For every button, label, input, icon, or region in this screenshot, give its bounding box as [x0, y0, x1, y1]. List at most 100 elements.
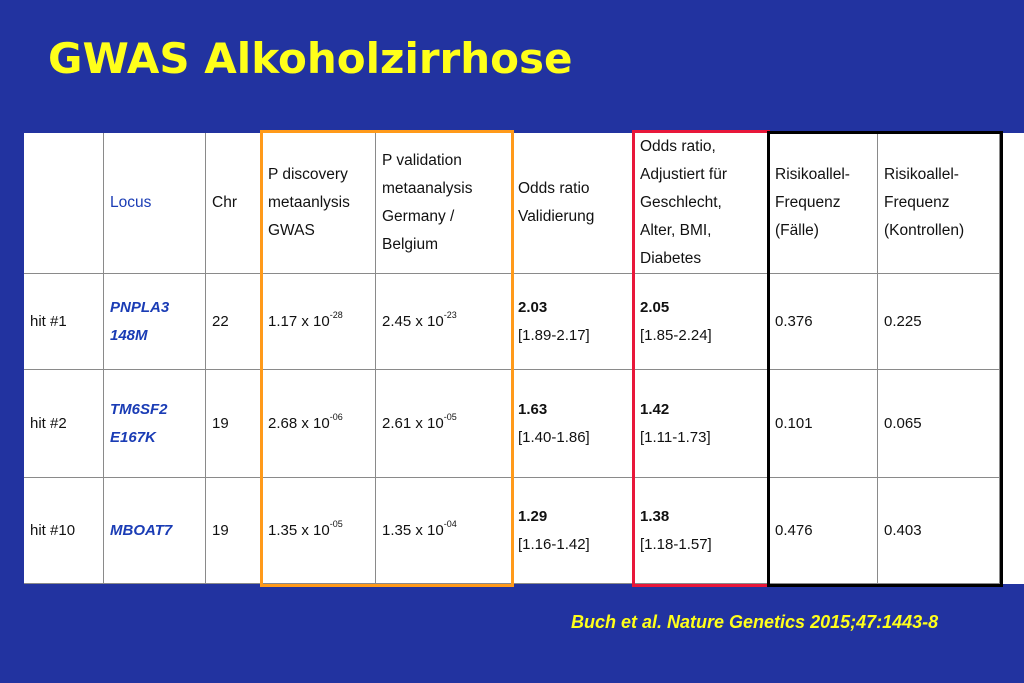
p-validation-value: 2.61 x 10-05	[382, 411, 457, 432]
table-row-hit: hit #1	[24, 274, 104, 370]
p-discovery-value-exponent: -28	[329, 309, 343, 320]
header-freq-cases-line: Frequenz	[775, 194, 841, 211]
table-row-odds-adjusted: 1.38 [1.18-1.57]	[634, 478, 769, 584]
header-p-discovery-line: metaanlysis	[268, 194, 350, 211]
header-odds-adjusted-line: Diabetes	[640, 250, 702, 267]
table-row-hit: hit #10	[24, 478, 104, 584]
odds-ratio-value: 1.29	[518, 507, 548, 525]
citation: Buch et al. Nature Genetics 2015;47:1443…	[571, 612, 939, 632]
locus-name: E167K	[110, 428, 156, 446]
p-validation-value-exponent: -05	[443, 411, 457, 422]
header-odds-adjusted: Odds ratio, Adjustiert für Geschlecht, Alte…	[634, 133, 769, 274]
table-row-p-discovery: 1.35 x 10-05	[262, 478, 376, 584]
table-row-odds-ratio: 2.03 [1.89-2.17]	[512, 274, 634, 370]
header-p-discovery-line: GWAS	[268, 222, 315, 239]
odds-adjusted-ci: [1.11-1.73]	[640, 428, 711, 446]
table-row-chr: 19	[206, 478, 262, 584]
odds-ratio-value: 2.03	[518, 298, 548, 316]
p-validation-value-exponent: -04	[443, 518, 457, 529]
odds-adjusted-ci: [1.85-2.24]	[640, 326, 712, 344]
table-row-odds-ratio: 1.29 [1.16-1.42]	[512, 478, 634, 584]
header-freq-cases-line: Risikoallel-	[775, 166, 850, 183]
locus-name: PNPLA3	[110, 298, 170, 316]
header-p-validation-line: P validation	[382, 152, 462, 169]
freq-cases-value: 0.101	[775, 414, 813, 432]
p-discovery-value: 1.35 x 10-05	[268, 518, 343, 539]
freq-controls-value: 0.225	[884, 312, 922, 330]
table-row-locus: TM6SF2 E167K	[104, 370, 206, 478]
header-locus: Locus	[104, 133, 206, 274]
table-row-freq-cases: 0.476	[769, 478, 878, 584]
p-discovery-value-exponent: -05	[329, 518, 343, 529]
header-freq-cases-line: (Fälle)	[775, 222, 819, 239]
odds-adjusted-value: 1.42	[640, 400, 670, 418]
p-validation-value-exponent: -23	[443, 309, 457, 320]
p-discovery-value: 1.17 x 10-28	[268, 309, 343, 330]
header-chr: Chr	[206, 133, 262, 274]
locus-name: TM6SF2	[110, 400, 168, 418]
table-row-freq-controls: 0.403	[878, 478, 1000, 584]
header-odds-ratio: Odds ratio Validierung	[512, 133, 634, 274]
freq-controls-value: 0.065	[884, 414, 922, 432]
header-odds-ratio-line: Validierung	[518, 208, 595, 225]
header-row-label	[24, 133, 104, 274]
odds-adjusted-ci: [1.18-1.57]	[640, 535, 712, 553]
p-validation-value: 2.45 x 10-23	[382, 309, 457, 330]
odds-ratio-ci: [1.40-1.86]	[518, 428, 590, 446]
table-row-chr: 22	[206, 274, 262, 370]
p-validation-value: 1.35 x 10-04	[382, 518, 457, 539]
header-freq-controls-line: Risikoallel-	[884, 166, 959, 183]
table-row-hit: hit #2	[24, 370, 104, 478]
header-p-discovery-line: P discovery	[268, 166, 348, 183]
chr-value: 19	[212, 521, 229, 539]
odds-adjusted-value: 1.38	[640, 507, 670, 525]
slide-title: GWAS Alkoholzirrhose	[48, 34, 573, 83]
table-row-odds-ratio: 1.63 [1.40-1.86]	[512, 370, 634, 478]
results-table: Locus Chr P discovery metaanlysis GWAS P vali…	[24, 130, 1024, 587]
table-row-p-validation: 2.45 x 10-23	[376, 274, 512, 370]
header-chr-label: Chr	[212, 194, 237, 211]
header-p-validation: P validation metaanalysis Germany / Belgium	[376, 133, 512, 274]
table-row-odds-adjusted: 1.42 [1.11-1.73]	[634, 370, 769, 478]
p-discovery-value: 2.68 x 10-06	[268, 411, 343, 432]
table-row-freq-controls: 0.225	[878, 274, 1000, 370]
header-freq-controls-line: (Kontrollen)	[884, 222, 965, 239]
header-odds-adjusted-line: Odds ratio,	[640, 138, 716, 155]
odds-ratio-ci: [1.89-2.17]	[518, 326, 590, 344]
table-row-chr: 19	[206, 370, 262, 478]
header-odds-adjusted-line: Alter, BMI,	[640, 222, 712, 239]
header-odds-adjusted-line: Adjustiert für	[640, 166, 728, 183]
header-odds-adjusted-line: Geschlecht,	[640, 194, 722, 211]
header-locus-label: Locus	[110, 194, 152, 211]
header-freq-controls: Risikoallel- Frequenz (Kontrollen)	[878, 133, 1000, 274]
header-freq-controls-line: Frequenz	[884, 194, 950, 211]
table-row-freq-controls: 0.065	[878, 370, 1000, 478]
freq-cases-value: 0.376	[775, 312, 813, 330]
table-row-p-validation: 2.61 x 10-05	[376, 370, 512, 478]
hit-label: hit #10	[30, 521, 76, 539]
header-p-discovery: P discovery metaanlysis GWAS	[262, 133, 376, 274]
p-discovery-value-exponent: -06	[329, 411, 343, 422]
chr-value: 19	[212, 414, 229, 432]
table-row-locus: PNPLA3 148M	[104, 274, 206, 370]
table-row-p-validation: 1.35 x 10-04	[376, 478, 512, 584]
header-p-validation-line: Germany /	[382, 208, 455, 225]
freq-cases-value: 0.476	[775, 521, 813, 539]
freq-controls-value: 0.403	[884, 521, 922, 539]
header-odds-ratio-line: Odds ratio	[518, 180, 590, 197]
odds-adjusted-value: 2.05	[640, 298, 670, 316]
locus-name: 148M	[110, 326, 148, 344]
header-p-validation-line: metaanalysis	[382, 180, 473, 197]
table-row-odds-adjusted: 2.05 [1.85-2.24]	[634, 274, 769, 370]
chr-value: 22	[212, 312, 229, 330]
table-row-freq-cases: 0.376	[769, 274, 878, 370]
odds-ratio-value: 1.63	[518, 400, 548, 418]
locus-name: MBOAT7	[110, 521, 173, 539]
table-row-freq-cases: 0.101	[769, 370, 878, 478]
header-p-validation-line: Belgium	[382, 236, 438, 253]
odds-ratio-ci: [1.16-1.42]	[518, 535, 590, 553]
header-freq-cases: Risikoallel- Frequenz (Fälle)	[769, 133, 878, 274]
table-row-locus: MBOAT7	[104, 478, 206, 584]
hit-label: hit #2	[30, 414, 67, 432]
table-row-p-discovery: 1.17 x 10-28	[262, 274, 376, 370]
